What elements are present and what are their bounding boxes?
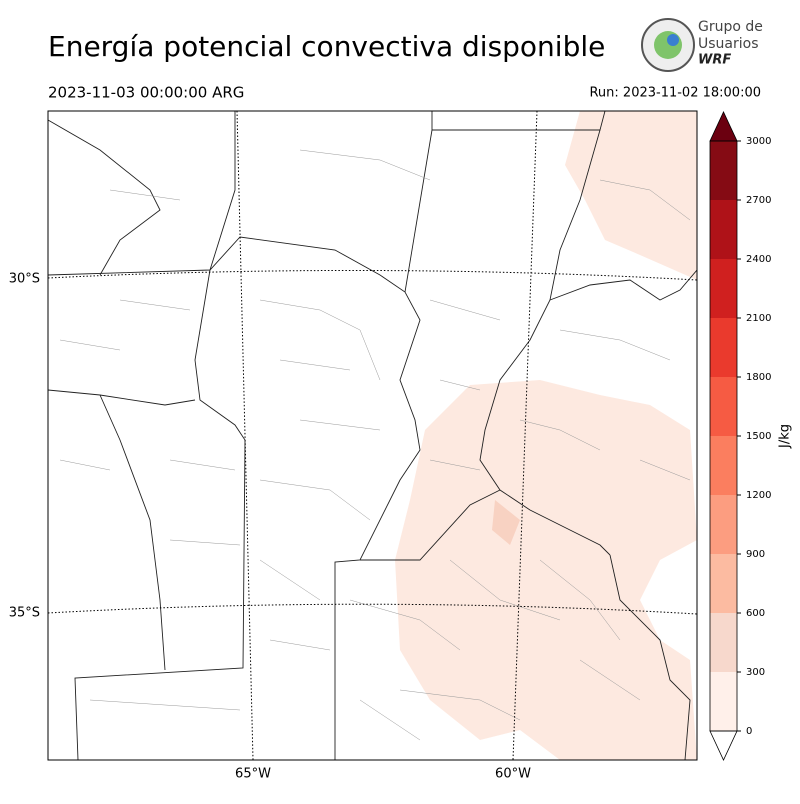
colorbar-tick-label: 2100: [746, 313, 771, 324]
map: 30°S 35°S 65°W 60°W: [9, 110, 698, 782]
cape-shading: [395, 111, 697, 760]
colorbar-tick-label: 0: [746, 726, 752, 737]
logo-globe: [654, 31, 682, 59]
colorbar-segment: [710, 613, 737, 672]
graticule: [236, 111, 254, 760]
colorbar-tick-label: 900: [746, 549, 765, 560]
colorbar-tick-label: 2400: [746, 254, 771, 265]
lon-label: 65°W: [235, 767, 271, 782]
coastline: [609, 554, 691, 760]
colorbar-segment: [710, 554, 737, 613]
title: Energía potencial convectiva disponible: [48, 30, 605, 63]
province-border: [360, 489, 501, 561]
colorbar: 0 300 600 900 1200 1500 1800 2100 2400 2700 3000 J/…: [709, 111, 793, 761]
graticule: [48, 603, 697, 615]
province-border: [479, 129, 611, 556]
logo-text: Grupo de: [698, 19, 763, 35]
logo-text: WRF: [698, 53, 731, 68]
run-time: Run: 2023-11-02 18:00:00: [589, 86, 761, 101]
graticule: [48, 269, 697, 281]
province-border: [431, 111, 606, 131]
province-border: [48, 389, 196, 406]
colorbar-segment: [710, 436, 737, 495]
colorbar-segment: [710, 318, 737, 377]
colorbar-tick-label: 1500: [746, 431, 771, 442]
colorbar-segment: [710, 672, 737, 731]
colorbar-segment: [710, 495, 737, 554]
colorbar-segment: [710, 259, 737, 318]
colorbar-tick-label: 600: [746, 608, 765, 619]
province-border: [99, 394, 166, 671]
logo: Grupo de Usuarios WRF: [641, 18, 763, 72]
province-border: [549, 269, 697, 301]
colorbar-tick-label: 2700: [746, 195, 771, 206]
lat-label: 35°S: [9, 606, 40, 621]
colorbar-extend-under: [709, 730, 738, 761]
colorbar-tick-label: 1800: [746, 372, 771, 383]
province-border: [74, 269, 246, 760]
logo-text: Usuarios: [698, 36, 759, 52]
lon-label: 60°W: [495, 767, 531, 782]
colorbar-extend-over: [709, 111, 738, 142]
colorbar-label: J/kg: [778, 424, 793, 449]
province-border: [404, 129, 433, 293]
province-border: [48, 119, 161, 276]
map-frame: [47, 110, 698, 761]
province-border: [209, 111, 236, 271]
colorbar-segment: [710, 377, 737, 436]
colorbar-segment: [710, 200, 737, 259]
cape-shading: [492, 500, 520, 545]
department-borders: [59, 149, 691, 741]
colorbar-tick-label: 3000: [746, 136, 771, 147]
logo-globe-detail: [667, 34, 679, 46]
colorbar-tick-label: 300: [746, 667, 765, 678]
colorbar-tick-label: 1200: [746, 490, 771, 501]
colorbar-segment: [710, 141, 737, 200]
lat-label: 30°S: [9, 272, 40, 287]
valid-time: 2023-11-03 00:00:00 ARG: [48, 84, 244, 102]
province-border: [48, 236, 421, 760]
